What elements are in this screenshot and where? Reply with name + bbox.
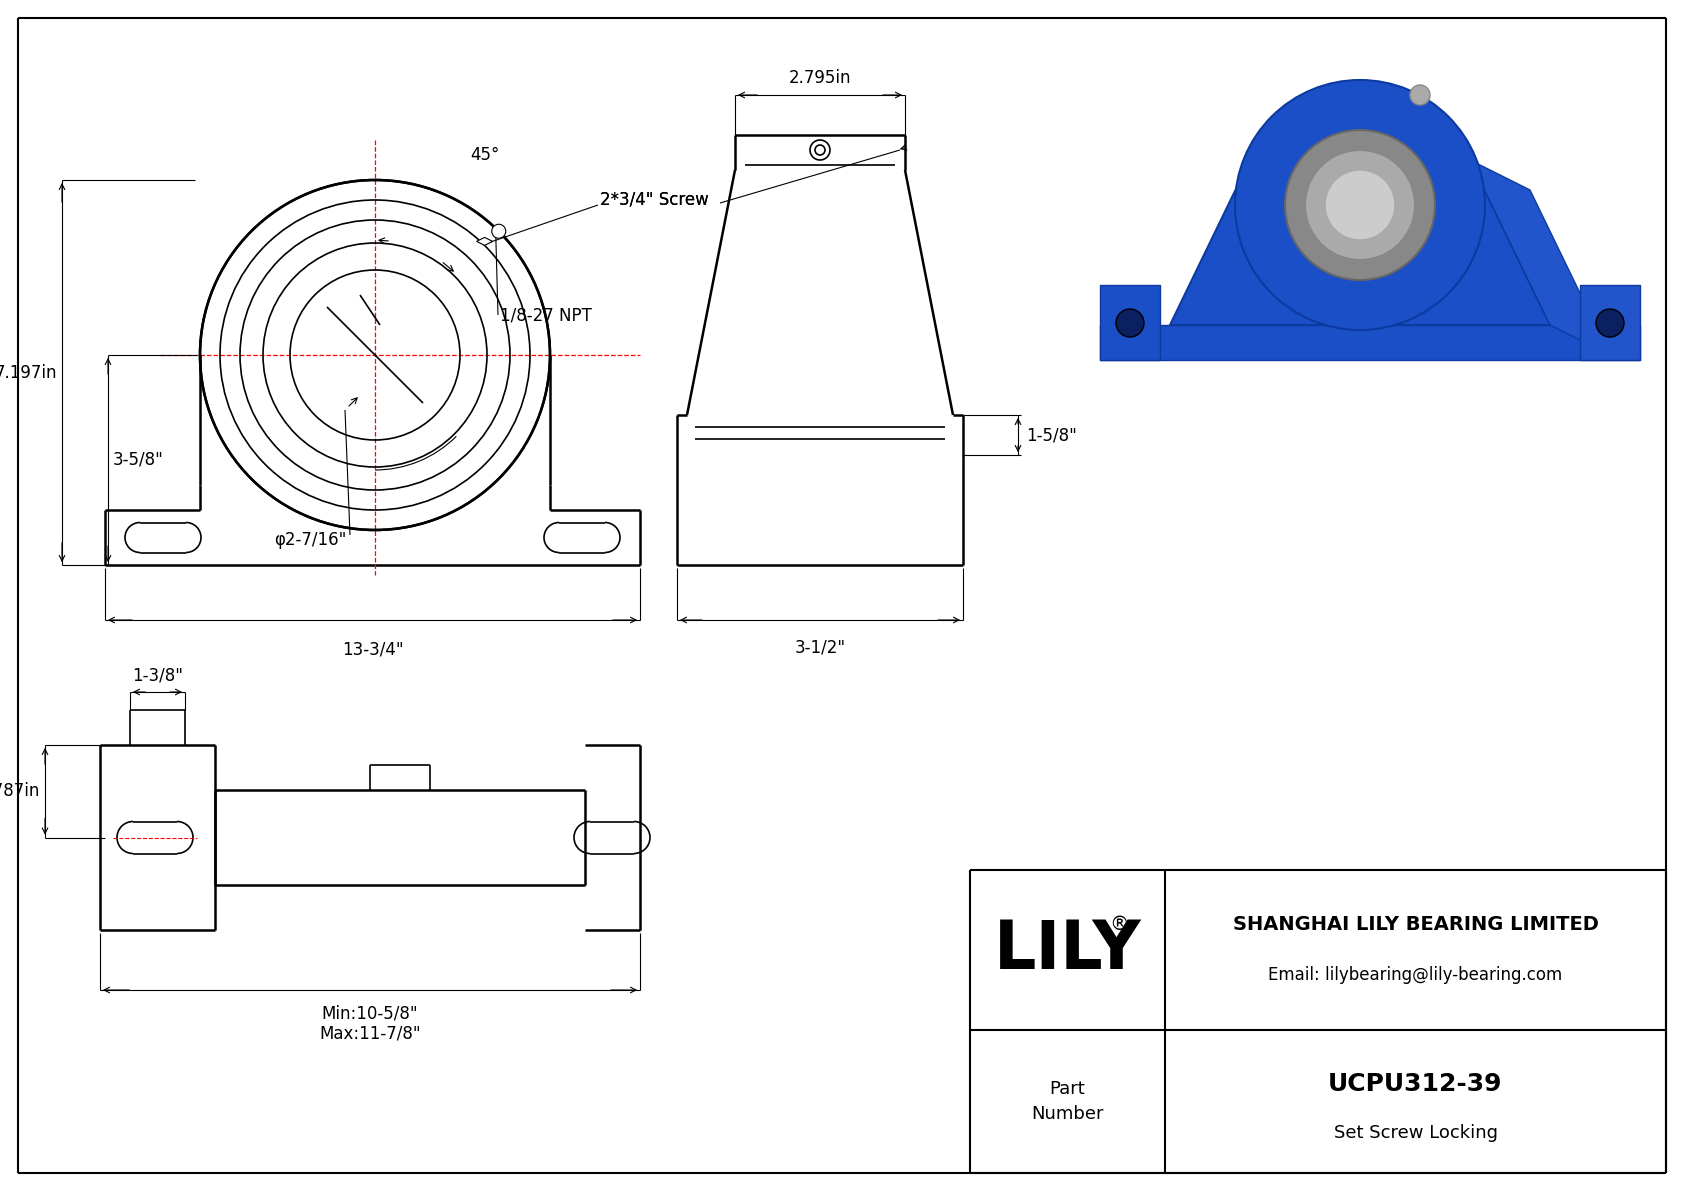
Text: 7.197in: 7.197in [0,363,57,381]
Text: 1-3/8": 1-3/8" [131,666,184,684]
Polygon shape [477,237,493,245]
Text: 1-5/8": 1-5/8" [1026,426,1076,444]
Text: Set Screw Locking: Set Screw Locking [1334,1124,1497,1142]
Circle shape [1325,170,1394,241]
Text: 13-3/4": 13-3/4" [342,640,402,657]
Circle shape [1410,85,1430,105]
Text: ®: ® [1110,916,1130,935]
Text: φ2-7/16": φ2-7/16" [274,531,347,549]
Text: Part
Number: Part Number [1031,1080,1103,1123]
Text: SHANGHAI LILY BEARING LIMITED: SHANGHAI LILY BEARING LIMITED [1233,916,1598,935]
Text: Max:11-7/8": Max:11-7/8" [320,1025,421,1043]
Text: 2*3/4" Screw: 2*3/4" Screw [600,191,709,208]
Text: 2.795in: 2.795in [788,69,850,87]
Text: 2*3/4" Screw: 2*3/4" Screw [600,191,709,208]
Circle shape [492,224,505,238]
Text: 3-1/2": 3-1/2" [795,638,845,656]
Text: LILY: LILY [994,917,1142,983]
Polygon shape [1100,325,1640,360]
Circle shape [1596,308,1623,337]
Text: 0.787in: 0.787in [0,782,40,800]
Circle shape [1116,308,1143,337]
Polygon shape [1170,160,1549,325]
Text: Min:10-5/8": Min:10-5/8" [322,1005,418,1023]
Circle shape [1234,80,1485,330]
Circle shape [1285,130,1435,280]
Polygon shape [1470,160,1610,355]
Polygon shape [1100,285,1160,360]
Text: UCPU312-39: UCPU312-39 [1329,1072,1502,1097]
Text: 45°: 45° [470,146,500,164]
Polygon shape [1580,285,1640,360]
Circle shape [1305,150,1415,260]
Text: 1/8-27 NPT: 1/8-27 NPT [500,306,591,324]
Text: 3-5/8": 3-5/8" [113,451,163,469]
Text: Email: lilybearing@lily-bearing.com: Email: lilybearing@lily-bearing.com [1268,966,1563,984]
